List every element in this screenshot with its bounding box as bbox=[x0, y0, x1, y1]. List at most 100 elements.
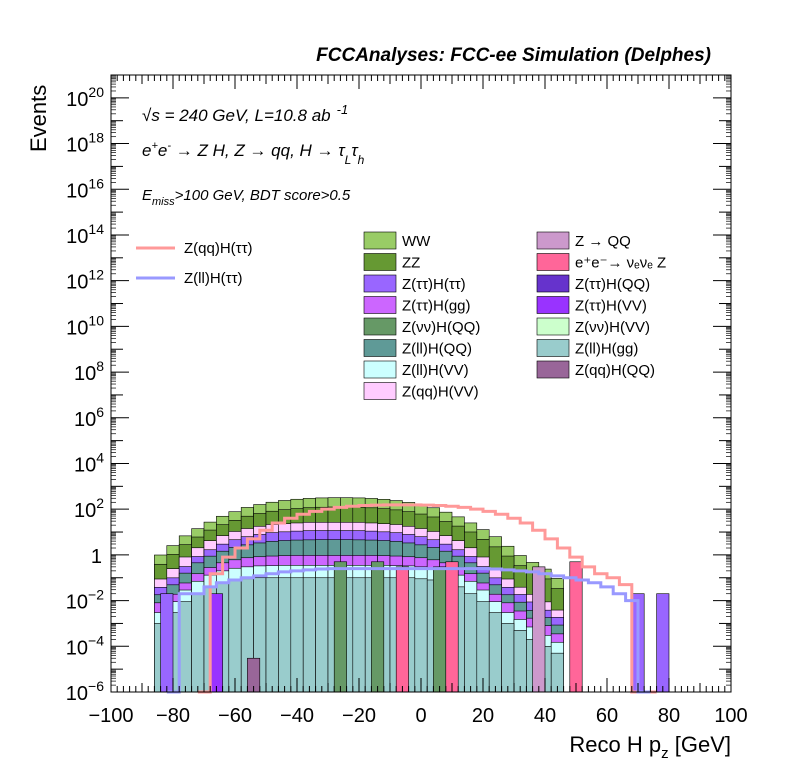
y-tick-label: 10−6 bbox=[66, 678, 104, 705]
y-axis-ticks: 1020 1018 1016 1014 1012 1010 108 106 104 102 1 10−… bbox=[66, 74, 731, 705]
annotation-energy-main: = 240 GeV, L=10.8 ab bbox=[160, 106, 331, 125]
legend-bkg-swatch bbox=[363, 317, 397, 336]
legend-bkg-swatch bbox=[536, 253, 570, 271]
x-tick-label: −20 bbox=[342, 705, 376, 727]
legend-bkg-item: Z(ττ)H(VV) bbox=[536, 296, 647, 315]
stack-bar bbox=[488, 612, 502, 693]
legend-bkg-label: Z(qq)H(VV) bbox=[402, 384, 479, 401]
legend-bkg-swatch bbox=[363, 296, 397, 314]
stack-bar bbox=[290, 577, 304, 693]
signal-line-1 bbox=[166, 567, 651, 694]
stack-bar bbox=[228, 579, 242, 693]
annotation-energy-sup: -1 bbox=[337, 102, 349, 117]
legend-bkg-swatch bbox=[363, 360, 397, 379]
legend-bkg-item: Z(qq)H(QQ) bbox=[536, 360, 655, 379]
legend-signal-label: Z(ll)H(ττ) bbox=[184, 270, 243, 287]
stack-bar bbox=[352, 577, 366, 693]
legend-bkg-label: Z(ττ)H(ττ) bbox=[402, 276, 466, 293]
y-tick-label: 1010 bbox=[66, 312, 104, 339]
plot-area: −100 −80 −60 −40 −20 0 20 40 60 80 100 1020 1018 101… bbox=[66, 74, 748, 727]
legend-bkg-label: Z(ττ)H(VV) bbox=[575, 298, 647, 315]
legend-bkg-item: Z(ll)H(gg) bbox=[536, 339, 638, 358]
legend-bkg-swatch bbox=[536, 317, 570, 336]
annotation-process: e+e- → Z H, Z → qq, H → τLτh bbox=[142, 140, 365, 167]
x-tick-label: 60 bbox=[596, 705, 618, 727]
legend-bkg-label: Z(ττ)H(gg) bbox=[402, 298, 471, 315]
x-tick-label: −60 bbox=[218, 705, 252, 727]
legend-bkg-item: Z(ττ)H(ττ) bbox=[363, 274, 466, 293]
annotation-cuts: Emiss>100 GeV, BDT score>0.5 bbox=[142, 187, 351, 208]
annotation-process-sub1: L bbox=[345, 153, 352, 167]
stack-bar bbox=[501, 623, 515, 693]
spike-bar bbox=[371, 561, 385, 693]
x-tick-label: 0 bbox=[415, 705, 426, 727]
legend-bkg-label: Z(ττ)H(QQ) bbox=[575, 276, 650, 293]
stack-bar bbox=[464, 593, 478, 693]
annotation-energy-text: √s = 240 GeV, L=10.8 ab -1 bbox=[142, 102, 348, 125]
x-axis-ticks: −100 −80 −60 −40 −20 0 20 40 60 80 100 bbox=[88, 75, 748, 727]
legend-bkg-swatch bbox=[363, 231, 397, 250]
stack-bar bbox=[513, 630, 527, 693]
y-tick-label: 1014 bbox=[66, 221, 104, 248]
legend-bkg-label: Z(ll)H(gg) bbox=[575, 341, 638, 358]
y-axis-title: Events bbox=[26, 85, 51, 152]
x-tick-label: 20 bbox=[472, 705, 494, 727]
legend-bkg-item: Z(νν)H(VV) bbox=[536, 317, 650, 336]
spike-bar bbox=[532, 566, 546, 693]
legend-bkg-item: Z(ττ)H(QQ) bbox=[536, 274, 650, 293]
spike-bar bbox=[333, 561, 347, 693]
y-tick-label: 108 bbox=[74, 358, 104, 385]
legend-bkg-swatch bbox=[536, 360, 570, 379]
annotation-cuts-e: E bbox=[142, 187, 153, 204]
annotation-process-e1: e bbox=[142, 141, 151, 160]
stack-bar bbox=[278, 577, 292, 693]
x-axis-title-sub: z bbox=[661, 745, 669, 762]
y-tick-label: 1016 bbox=[66, 175, 104, 202]
legend-bkg-swatch bbox=[363, 274, 397, 293]
annotation-sqrt-s: √s bbox=[142, 106, 160, 125]
legend-bkg-label: Z → QQ bbox=[575, 233, 631, 250]
y-tick-label: 104 bbox=[74, 449, 104, 476]
spike-bar bbox=[656, 593, 670, 693]
spike-bar bbox=[160, 593, 174, 693]
legend-bkg-label: Z(νν)H(VV) bbox=[575, 319, 650, 336]
legend-bkg-label: Z(ll)H(VV) bbox=[402, 362, 469, 379]
y-tick-label: 102 bbox=[74, 495, 104, 522]
annotation-process-e2: e bbox=[158, 141, 167, 160]
legend-bkg-item: WW bbox=[363, 231, 431, 250]
chart-title: FCCAnalyses: FCC-ee Simulation (Delphes) bbox=[316, 45, 711, 66]
legend-bkg-label: e⁺e⁻→ νₑνₑ Z bbox=[575, 255, 666, 272]
x-tick-label: −100 bbox=[88, 705, 133, 727]
legend-bkg-label: Z(qq)H(QQ) bbox=[575, 362, 655, 379]
legend-bkg-swatch bbox=[363, 339, 397, 357]
y-tick-label: 10−4 bbox=[66, 632, 104, 659]
stack-bar bbox=[414, 578, 428, 693]
legend-bkg-swatch bbox=[536, 339, 570, 357]
x-axis-title-main: Reco H p bbox=[569, 732, 661, 757]
annotation-cuts-rest: >100 GeV, BDT score>0.5 bbox=[175, 187, 351, 204]
x-tick-label: 100 bbox=[714, 705, 747, 727]
x-tick-label: 80 bbox=[658, 705, 680, 727]
annotation-process-tau2: τ bbox=[351, 141, 359, 160]
spike-bar bbox=[395, 566, 409, 693]
stack-layer-7 bbox=[154, 577, 564, 693]
y-tick-label: 1 bbox=[91, 546, 102, 568]
x-tick-label: 40 bbox=[534, 705, 556, 727]
legend-bkg-label: ZZ bbox=[402, 255, 420, 272]
annotation-process-text: e+e- → Z H, Z → qq, H → τLτh bbox=[142, 140, 365, 167]
annotation-process-minus: - bbox=[167, 140, 171, 152]
legend-backgrounds: WW Z → QQ ZZ e⁺e⁻→ νₑνₑ Z Z(ττ)H(ττ) Z(ττ)H(Q… bbox=[363, 231, 666, 401]
x-tick-label: −40 bbox=[280, 705, 314, 727]
legend-bkg-item: Z(ll)H(VV) bbox=[363, 360, 469, 379]
stack-bar bbox=[265, 577, 279, 693]
legend-bkg-swatch bbox=[536, 296, 570, 314]
x-axis-title-unit: [GeV] bbox=[675, 732, 731, 757]
legend-signal-label: Z(qq)H(ττ) bbox=[184, 240, 253, 257]
legend-bkg-swatch bbox=[363, 382, 397, 400]
legend-bkg-label: WW bbox=[402, 233, 431, 250]
legend-bkg-item: Z(ll)H(QQ) bbox=[363, 339, 472, 358]
spike-bars bbox=[160, 561, 670, 693]
x-axis-title: Reco H pz [GeV] bbox=[569, 732, 731, 762]
annotation-process-plus: + bbox=[151, 140, 158, 152]
